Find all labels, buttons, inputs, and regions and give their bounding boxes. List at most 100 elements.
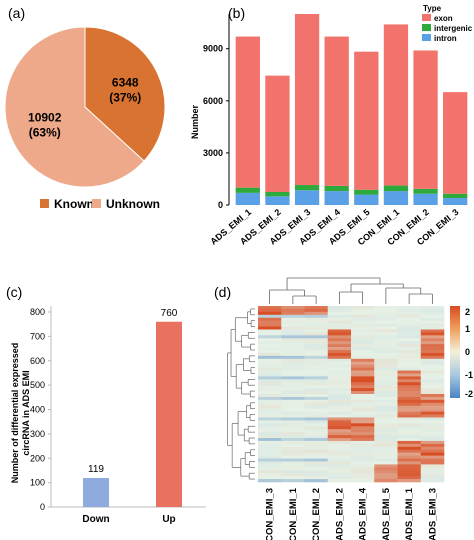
d-heatmap-cell xyxy=(304,314,329,319)
d-heatmap-cell xyxy=(397,320,422,324)
d-heatmap-cell xyxy=(420,429,445,433)
b-legend-title: Type xyxy=(423,4,442,13)
d-heatmap-cell xyxy=(351,417,375,421)
d-heatmap-cell xyxy=(374,341,398,345)
d-heatmap-cell xyxy=(374,399,398,404)
c-value-label-up: 760 xyxy=(161,308,178,319)
d-heatmap-cell xyxy=(420,464,445,468)
d-heatmap-cell xyxy=(374,306,398,310)
d-heatmap-cell xyxy=(374,396,398,401)
d-heatmap-cell xyxy=(374,311,398,316)
d-heatmap-cell xyxy=(327,308,352,313)
d-heatmap-cell xyxy=(420,423,445,427)
d-column-labels: CON_EMI_3 CON_EMI_1 CON_EMI_2 ADS_EMI_2 ADS_… xyxy=(265,487,439,540)
d-heatmap-cell xyxy=(281,417,305,421)
d-heatmap-cell xyxy=(374,473,398,477)
d-heatmap-cell xyxy=(374,420,398,424)
d-heatmap-cell xyxy=(304,443,329,448)
d-heatmap-cell xyxy=(420,467,445,471)
d-heatmap-cell xyxy=(281,317,305,321)
d-heatmap-cell xyxy=(374,323,398,327)
d-heatmap-cell xyxy=(397,308,422,313)
d-heatmap-cell xyxy=(397,338,422,342)
d-heatmap-cell xyxy=(304,323,329,327)
d-heatmap-cell xyxy=(351,449,375,453)
d-heatmap-cell xyxy=(397,435,422,439)
d-heatmap-cell xyxy=(258,391,282,395)
d-heatmap-cell xyxy=(281,308,305,313)
d-heatmap-cell xyxy=(327,420,352,424)
d-heatmap-cell xyxy=(258,367,282,371)
d-heatmap-cell xyxy=(420,476,445,480)
b-x-labels: ADS_EMI_1ADS_EMI_2ADS_EMI_3ADS_EMI_4ADS_… xyxy=(208,207,460,247)
d-heatmap-cell xyxy=(281,391,305,395)
d-heatmap-cell xyxy=(304,367,329,371)
d-heatmap-cell xyxy=(351,467,375,471)
d-heatmap-cell xyxy=(397,414,422,418)
d-heatmap-cell xyxy=(420,338,445,342)
d-heatmap-cell xyxy=(327,385,352,389)
d-heatmap-cell xyxy=(397,458,422,462)
d-heatmap-cell xyxy=(351,423,375,427)
d-heatmap-cell xyxy=(397,405,422,409)
d-heatmap-cell xyxy=(351,396,375,401)
d-heatmap-cell xyxy=(258,344,282,348)
b-bar-intron xyxy=(265,196,290,205)
d-heatmap-cell xyxy=(351,326,375,330)
d-heatmap-cell xyxy=(351,394,375,398)
d-heatmap-cell xyxy=(374,443,398,448)
d-heatmap-cell xyxy=(374,317,398,321)
d-heatmap-cell xyxy=(281,446,305,451)
d-heatmap-cell xyxy=(258,423,282,427)
d-heatmap-cell xyxy=(420,440,445,445)
d-heatmap-cell xyxy=(374,382,398,386)
d-heatmap-cell xyxy=(351,388,375,392)
d-heatmap-cell xyxy=(281,396,305,401)
d-heatmap-cell xyxy=(420,311,445,316)
d-heatmap-cell xyxy=(258,452,282,456)
d-heatmap-cell xyxy=(304,382,329,386)
d-heatmap-cell xyxy=(397,352,422,357)
c-y-tick-label: 700 xyxy=(30,331,45,341)
d-heatmap-cell xyxy=(397,391,422,395)
b-bar-intron xyxy=(354,194,379,205)
d-heatmap-cell xyxy=(351,370,375,374)
b-bars xyxy=(235,14,468,205)
d-heatmap-cell xyxy=(281,438,305,442)
d-heatmap-cell xyxy=(351,308,375,313)
d-heatmap-cell xyxy=(304,361,329,365)
d-heatmap-cell xyxy=(351,358,375,363)
panel-b-label: (b) xyxy=(228,5,245,21)
d-heatmap-cell xyxy=(258,311,282,316)
d-heatmap-cell xyxy=(420,461,445,465)
d-heatmap-cell xyxy=(304,370,329,374)
d-colorbar-tick-label: 2 xyxy=(465,307,470,317)
d-heatmap-cell xyxy=(304,396,329,401)
c-value-label-down: 119 xyxy=(88,464,104,475)
b-legend-label-exon: exon xyxy=(434,14,453,23)
d-heatmap-cell xyxy=(397,385,422,389)
d-heatmap-cell xyxy=(351,429,375,433)
d-heatmap-cell xyxy=(420,449,445,453)
d-heatmap-cell xyxy=(374,367,398,371)
d-heatmap-cell xyxy=(420,341,445,345)
d-heatmap-cell xyxy=(281,311,305,316)
d-heatmap-cell xyxy=(304,306,329,310)
d-heatmap-cell xyxy=(258,358,282,363)
b-bar-intergenic xyxy=(354,189,379,195)
d-heatmap-cell xyxy=(351,452,375,456)
d-heatmap-cell xyxy=(351,317,375,321)
d-heatmap-cell xyxy=(304,344,329,348)
d-heatmap-cell xyxy=(258,426,282,430)
d-heatmap-cell xyxy=(258,373,282,377)
d-heatmap-cell xyxy=(281,388,305,392)
d-column-label: ADS_EMI_4 xyxy=(358,487,369,540)
d-heatmap-cell xyxy=(281,414,305,418)
d-heatmap-cell xyxy=(327,467,352,471)
d-heatmap-cell xyxy=(327,452,352,456)
d-heatmap-cell xyxy=(397,373,422,377)
d-heatmap-cell xyxy=(397,329,422,333)
d-heatmap-cell xyxy=(351,432,375,436)
d-heatmap-cell xyxy=(258,420,282,424)
b-legend-label-intergenic: intergenic xyxy=(434,24,473,33)
